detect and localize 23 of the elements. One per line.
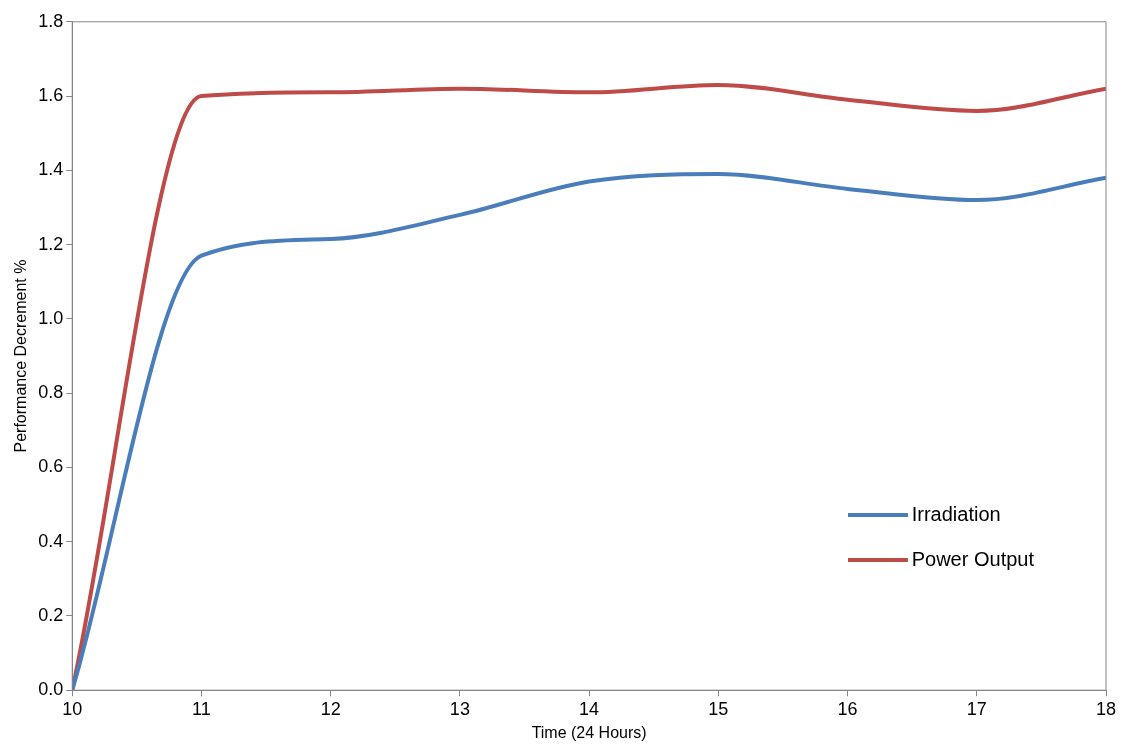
x-axis-title: Time (24 Hours) — [531, 723, 647, 741]
y-tick-label: 1.0 — [38, 307, 64, 328]
y-tick-label: 0.8 — [38, 382, 64, 403]
y-tick-label: 1.6 — [38, 85, 64, 106]
y-tick-label: 1.2 — [38, 233, 64, 254]
x-tick-label: 18 — [1095, 698, 1117, 719]
y-axis-title: Performance Decrement % — [12, 259, 30, 453]
y-tick-label: 0.0 — [38, 679, 64, 700]
y-tick-label: 1.4 — [38, 159, 64, 180]
y-tick-label: 0.4 — [38, 530, 64, 551]
legend-label: Power Output — [911, 548, 1034, 571]
x-tick-label: 12 — [320, 698, 341, 719]
x-tick-label: 16 — [837, 698, 858, 719]
y-tick-label: 0.2 — [38, 604, 64, 625]
x-tick-label: 11 — [192, 698, 211, 719]
legend-label: Irradiation — [911, 503, 1001, 526]
x-tick-label: 10 — [62, 698, 83, 719]
x-tick-label: 17 — [966, 698, 987, 719]
y-tick-label: 1.8 — [38, 10, 64, 31]
x-tick-label: 14 — [579, 698, 600, 719]
x-tick-label: 13 — [449, 698, 470, 719]
x-tick-label: 15 — [708, 698, 729, 719]
y-tick-label: 0.6 — [38, 456, 64, 477]
